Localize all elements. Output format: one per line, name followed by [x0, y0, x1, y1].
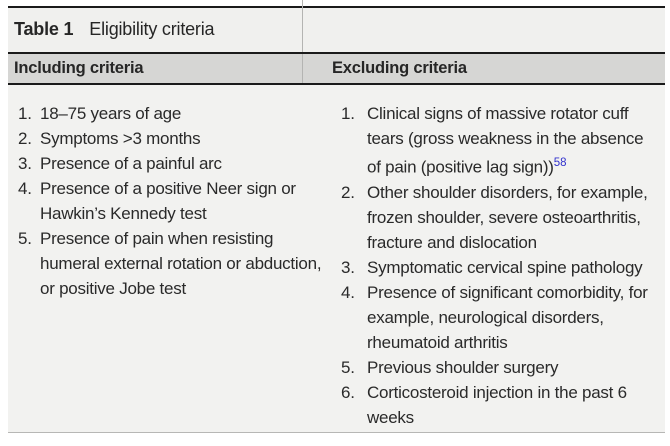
column-divider-line	[302, 54, 303, 83]
table-caption: Table 1 Eligibility criteria	[8, 8, 665, 52]
item-text: Presence of significant comorbidity, for…	[367, 282, 648, 352]
item-number	[341, 355, 367, 380]
item-number	[341, 180, 367, 255]
table-header-row: Including criteria Excluding criteria	[8, 52, 665, 85]
criteria-item: Presence of pain when resisting humeral …	[18, 226, 325, 301]
item-number	[341, 280, 367, 355]
item-number	[18, 151, 40, 176]
item-number	[341, 380, 367, 430]
item-text: Corticosteroid injection in the past 6 w…	[367, 382, 627, 427]
including-criteria-column: 18–75 years of age Symptoms >3 months Pr…	[8, 101, 331, 432]
item-text: Symptoms >3 months	[40, 129, 201, 148]
header-excluding-criteria: Excluding criteria	[332, 59, 467, 77]
table-bottom-rule	[8, 432, 665, 433]
item-text: Other shoulder disorders, for example, f…	[367, 182, 648, 252]
item-text: Presence of a positive Neer sign or Hawk…	[40, 179, 296, 223]
criteria-item: Presence of a painful arc	[18, 151, 325, 176]
including-criteria-list: 18–75 years of age Symptoms >3 months Pr…	[18, 101, 325, 301]
criteria-item: Symptoms >3 months	[18, 126, 325, 151]
item-number	[18, 226, 40, 301]
table-title: Eligibility criteria	[89, 19, 215, 39]
reference-link-58[interactable]: 58	[553, 157, 567, 169]
eligibility-criteria-table: Table 1 Eligibility criteria Including cr…	[8, 0, 665, 433]
table-top-rule	[8, 6, 665, 8]
item-text: Previous shoulder surgery	[367, 357, 559, 377]
header-including-criteria: Including criteria	[14, 59, 144, 77]
table-body: 18–75 years of age Symptoms >3 months Pr…	[8, 85, 665, 432]
item-text: Clinical signs of massive rotator cuff t…	[367, 101, 660, 180]
criteria-item: Presence of significant comorbidity, for…	[341, 280, 660, 355]
item-text: 18–75 years of age	[40, 104, 182, 123]
criteria-item: Previous shoulder surgery	[341, 355, 660, 380]
item-number	[18, 101, 40, 126]
criteria-item: Symptomatic cervical spine pathology	[341, 255, 660, 280]
column-divider-line	[302, 0, 303, 52]
criteria-item: Presence of a positive Neer sign or Hawk…	[18, 176, 325, 226]
item-number	[341, 101, 367, 180]
criteria-item: Other shoulder disorders, for example, f…	[341, 180, 660, 255]
item-text-body: Clinical signs of massive rotator cuff t…	[367, 104, 644, 177]
item-number	[18, 126, 40, 151]
item-number	[18, 176, 40, 226]
criteria-item: 18–75 years of age	[18, 101, 325, 126]
excluding-criteria-list: Clinical signs of massive rotator cuff t…	[341, 101, 660, 430]
item-number	[341, 255, 367, 280]
excluding-criteria-column: Clinical signs of massive rotator cuff t…	[331, 101, 665, 432]
table-number: Table 1	[14, 19, 74, 39]
item-text: Presence of a painful arc	[40, 154, 222, 173]
item-text: Presence of pain when resisting humeral …	[40, 229, 322, 298]
criteria-item: Clinical signs of massive rotator cuff t…	[341, 101, 660, 180]
criteria-item: Corticosteroid injection in the past 6 w…	[341, 380, 660, 430]
item-text: Symptomatic cervical spine pathology	[367, 257, 643, 277]
